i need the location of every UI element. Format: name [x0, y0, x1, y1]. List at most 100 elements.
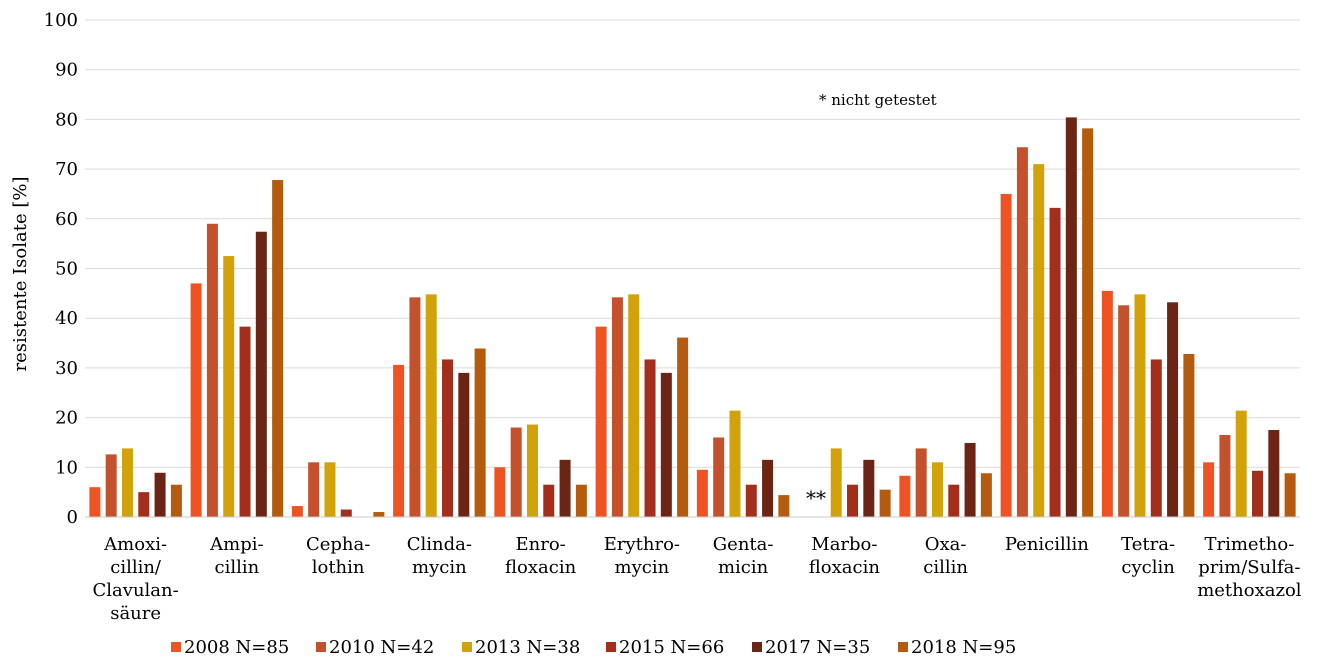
x-category-label: Enro-floxacin	[505, 534, 577, 578]
bar	[595, 326, 607, 517]
bar	[762, 459, 774, 517]
bar	[1150, 359, 1162, 517]
y-tick-label: 50	[55, 259, 78, 280]
legend-swatch	[316, 642, 326, 652]
bar	[308, 462, 320, 517]
bar	[745, 484, 757, 517]
y-tick-label: 30	[55, 358, 78, 379]
bar	[255, 231, 267, 518]
y-tick-label: 80	[55, 109, 78, 130]
bar	[442, 359, 454, 517]
bar	[660, 372, 672, 517]
legend: 2008 N=85 2010 N=42 2013 N=38 2015 N=66 2017…	[171, 637, 1016, 658]
bar	[1235, 410, 1247, 517]
gridlines	[85, 19, 1300, 468]
y-tick-label: 60	[55, 209, 78, 230]
y-tick-label: 10	[55, 457, 78, 478]
bar	[206, 223, 218, 517]
y-axis-ticks: 0 10 20 30 40 50 60 70 80 90 100	[44, 10, 78, 528]
bar	[170, 484, 182, 517]
bar	[494, 467, 506, 517]
bar	[863, 459, 875, 517]
bar	[830, 448, 842, 517]
y-tick-label: 40	[55, 308, 78, 329]
bar	[324, 462, 336, 517]
bar	[272, 180, 284, 517]
bar	[964, 442, 976, 517]
x-category-label: Amoxi-cillin/Clavulan-säure	[93, 534, 179, 624]
bar	[223, 256, 235, 517]
x-category-label: Marbo-floxacin	[809, 534, 881, 578]
bar	[1219, 434, 1231, 517]
not-tested-marker: **	[806, 486, 826, 510]
x-category-label: Cepha-lothin	[306, 534, 370, 578]
x-category-label: Tetra-cyclin	[1121, 534, 1175, 578]
bar	[1033, 164, 1045, 517]
bar	[677, 337, 689, 517]
x-category-label: Oxa-cillin	[923, 534, 968, 578]
bar	[1134, 294, 1146, 517]
bar	[1268, 430, 1280, 517]
x-category-label: Erythro-mycin	[604, 534, 680, 578]
y-tick-label: 0	[67, 507, 78, 528]
x-category-label: Trimetho-prim/Sulfa-methoxazol	[1197, 534, 1302, 601]
bar	[575, 484, 587, 517]
legend-swatch	[462, 642, 472, 652]
legend-label: 2010 N=42	[329, 637, 434, 658]
bar	[121, 448, 133, 517]
bar	[526, 424, 538, 517]
bar	[915, 448, 927, 517]
bar	[980, 473, 992, 517]
bar	[474, 348, 486, 517]
bar	[1284, 473, 1296, 517]
y-axis-label: resistente Isolate [%]	[10, 176, 31, 371]
bar	[696, 469, 708, 517]
bar	[1101, 290, 1113, 517]
bar	[1000, 193, 1012, 517]
x-category-label: Genta-micin	[713, 534, 774, 578]
bar	[729, 410, 741, 517]
bar	[510, 427, 522, 517]
bar	[611, 297, 623, 517]
bar	[393, 364, 405, 517]
bar	[409, 297, 421, 517]
legend-swatch	[898, 642, 908, 652]
legend-label: 2015 N=66	[619, 637, 724, 658]
bar	[105, 454, 117, 517]
legend-label: 2018 N=95	[911, 637, 1016, 658]
bar	[190, 283, 202, 517]
bar	[1016, 147, 1028, 517]
legend-swatch	[171, 642, 181, 652]
bar	[458, 372, 470, 517]
bar	[154, 472, 166, 517]
bar	[713, 437, 725, 517]
bar	[1203, 462, 1215, 517]
legend-swatch	[606, 642, 616, 652]
legend-label: 2008 N=85	[184, 637, 289, 658]
bar	[931, 462, 943, 517]
y-tick-label: 100	[44, 10, 78, 31]
y-tick-label: 70	[55, 159, 78, 180]
bar	[1082, 128, 1094, 517]
bar	[628, 294, 640, 517]
y-tick-label: 20	[55, 408, 78, 429]
bar	[1118, 305, 1130, 517]
bar	[1049, 207, 1061, 517]
bar	[340, 509, 352, 517]
bar	[239, 326, 251, 517]
bar	[559, 459, 571, 517]
legend-swatch	[752, 642, 762, 652]
bar	[778, 495, 790, 517]
bar	[1252, 470, 1264, 517]
bar	[291, 506, 303, 517]
not-tested-note: * nicht getestet	[819, 91, 937, 109]
bar	[543, 484, 555, 517]
x-category-label: Penicillin	[1005, 534, 1089, 555]
bar	[1167, 302, 1179, 517]
bar	[425, 294, 437, 517]
y-tick-label: 90	[55, 60, 78, 81]
bar	[1065, 117, 1077, 518]
legend-label: 2017 N=35	[765, 637, 870, 658]
x-category-label: Ampi-cillin	[209, 534, 263, 578]
